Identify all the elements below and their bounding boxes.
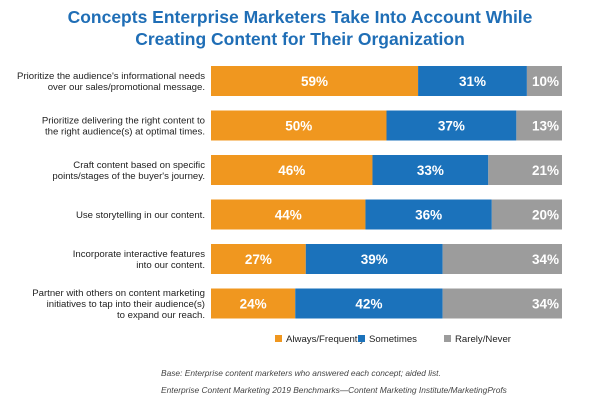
chart-title-line-2: Creating Content for Their Organization	[135, 29, 465, 49]
category-label-line: points/stages of the buyer's journey.	[52, 171, 205, 182]
category-label-line: Partner with others on content marketing	[32, 288, 205, 299]
data-label: 33%	[417, 163, 444, 178]
data-label: 59%	[301, 74, 328, 89]
bar-segment	[211, 155, 373, 185]
bar-segment	[442, 288, 562, 319]
chart-title-line-1: Concepts Enterprise Marketers Take Into …	[67, 7, 533, 27]
legend-swatch	[275, 335, 282, 342]
category-label: Use storytelling in our content.	[76, 210, 205, 221]
category-label-line: into our content.	[136, 260, 205, 271]
data-label: 34%	[532, 252, 559, 267]
category-label: Prioritize the audience's informational …	[17, 71, 205, 93]
data-label: 27%	[245, 252, 272, 267]
bar-segment	[418, 66, 527, 96]
data-label: 10%	[532, 74, 559, 89]
category-label-line: initiatives to tap into their audience(s…	[47, 299, 205, 310]
category-label: Partner with others on content marketing…	[32, 288, 205, 321]
bar-segment	[488, 155, 562, 185]
category-label-line: Craft content based on specific	[73, 160, 205, 171]
category-label-line: Prioritize delivering the right content …	[42, 116, 205, 127]
category-label-line: Use storytelling in our content.	[76, 210, 205, 221]
category-label-line: the right audience(s) at optimal times.	[45, 127, 205, 138]
data-label: 46%	[278, 163, 305, 178]
bar-segment	[491, 199, 562, 230]
category-label-line: Prioritize the audience's informational …	[17, 71, 205, 82]
data-label: 13%	[532, 119, 559, 134]
bar-segment	[442, 244, 562, 274]
bar-segment	[372, 155, 489, 185]
data-label: 21%	[532, 163, 559, 178]
bar-segment	[295, 288, 443, 319]
legend-swatch	[358, 335, 365, 342]
data-label: 39%	[361, 252, 388, 267]
bar-segment	[211, 244, 306, 274]
data-label: 36%	[415, 208, 442, 223]
category-label: Prioritize delivering the right content …	[42, 116, 205, 138]
category-label-line: Incorporate interactive features	[73, 249, 205, 260]
source-note: Enterprise Content Marketing 2019 Benchm…	[161, 385, 507, 395]
bar-segment	[211, 66, 419, 96]
data-label: 37%	[438, 119, 465, 134]
bar-segment	[305, 244, 443, 274]
data-label: 44%	[275, 208, 302, 223]
category-label: Incorporate interactive features into our…	[73, 249, 205, 271]
data-label: 50%	[285, 119, 312, 134]
data-label: 42%	[355, 297, 382, 312]
bar-segment	[365, 199, 492, 230]
base-note: Base: Enterprise content marketers who a…	[161, 368, 441, 378]
bar-segment	[526, 66, 562, 96]
category-label: Craft content based on specific points/st…	[52, 160, 205, 182]
bar-segment	[211, 110, 387, 141]
data-label: 24%	[240, 297, 267, 312]
bar-segment	[211, 288, 296, 319]
category-label-line: over our sales/promotional message.	[48, 82, 205, 93]
legend-swatch	[444, 335, 451, 342]
bar-segment	[211, 199, 366, 230]
data-label: 31%	[459, 74, 486, 89]
bar-segment	[386, 110, 517, 141]
chart-title: Concepts Enterprise Marketers Take Into …	[0, 6, 600, 50]
category-label-line: to expand our reach.	[117, 310, 205, 321]
data-label: 34%	[532, 297, 559, 312]
data-label: 20%	[532, 208, 559, 223]
bar-segment	[516, 110, 562, 141]
legend-label: Sometimes	[369, 334, 417, 345]
legend-label: Always/Frequently	[286, 334, 365, 345]
legend-label: Rarely/Never	[455, 334, 512, 345]
